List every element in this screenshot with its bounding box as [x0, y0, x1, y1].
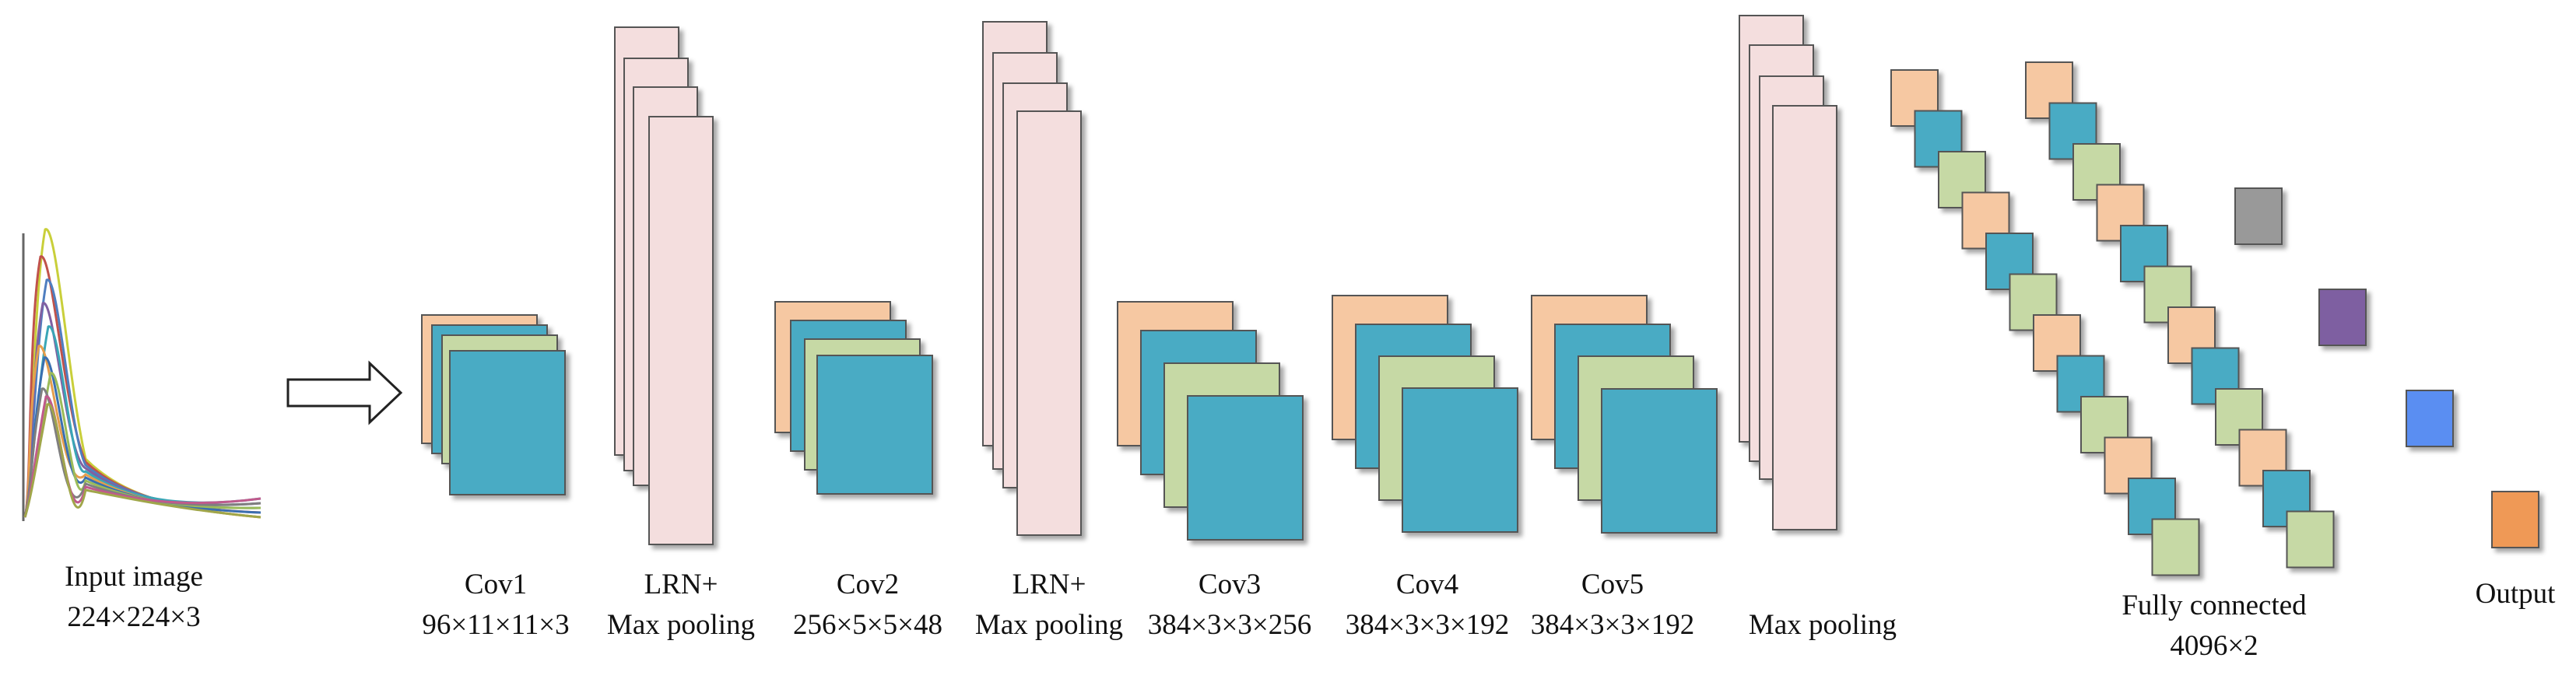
cov3-map-front [1187, 395, 1304, 541]
cov3-label: Cov3 [1199, 569, 1261, 600]
fc-neuron [2151, 518, 2200, 576]
fc-column-1 [1890, 69, 2200, 576]
input-image-size: 224×224×3 [67, 601, 200, 633]
output-node-blue [2406, 390, 2454, 447]
cov1-feature-maps [421, 314, 566, 495]
cov4-map-front [1402, 387, 1518, 533]
lrn2-pooling-maps [982, 21, 1082, 536]
cov1-dims: 96×11×11×3 [422, 609, 569, 641]
pool3-maps [1739, 15, 1837, 530]
cov1-map-front [449, 350, 566, 495]
fc-neuron [2286, 510, 2335, 569]
input-signal-curves [23, 228, 261, 519]
cov5-feature-maps [1531, 295, 1718, 534]
output-node-purple [2318, 289, 2367, 346]
input-image-label: Input image [65, 561, 203, 593]
cov2-feature-maps [774, 301, 933, 495]
cov2-label: Cov2 [837, 569, 899, 600]
flow-arrow [286, 360, 403, 425]
pool3-map-4 [1772, 105, 1837, 530]
cov4-dims: 384×3×3×192 [1346, 609, 1510, 641]
cov3-dims: 384×3×3×256 [1148, 609, 1312, 641]
input-curve [23, 403, 261, 519]
output-nodes [2234, 187, 2539, 548]
cov5-label: Cov5 [1581, 569, 1644, 600]
fc-size: 4096×2 [2170, 630, 2258, 662]
lrn1-map-4 [648, 116, 714, 545]
cov3-feature-maps [1117, 301, 1304, 541]
fc-column-2 [2025, 61, 2335, 569]
cov5-map-front [1601, 388, 1718, 534]
output-node-orange [2491, 491, 2539, 548]
lrn2-dims: Max pooling [975, 609, 1123, 641]
input-curve [23, 356, 261, 518]
cov1-label: Cov1 [465, 569, 527, 600]
lrn1-pooling-maps [614, 26, 714, 545]
cov2-dims: 256×5×5×48 [793, 609, 942, 641]
cov5-dims: 384×3×3×192 [1531, 609, 1695, 641]
output-node-gray [2234, 187, 2283, 245]
input-curve [23, 325, 261, 518]
output-label: Output [2476, 578, 2557, 610]
input-curve [23, 387, 261, 518]
cov4-label: Cov4 [1396, 569, 1458, 600]
cov2-map-front [816, 355, 933, 495]
pool3-label: Max pooling [1749, 609, 1897, 641]
cov4-feature-maps [1332, 295, 1518, 533]
lrn2-label: LRN+ [1013, 569, 1086, 600]
lrn1-dims: Max pooling [607, 609, 755, 641]
fc-label: Fully connected [2122, 590, 2307, 621]
input-image [22, 228, 261, 521]
lrn2-map-4 [1016, 110, 1082, 536]
lrn1-label: LRN+ [644, 569, 718, 600]
